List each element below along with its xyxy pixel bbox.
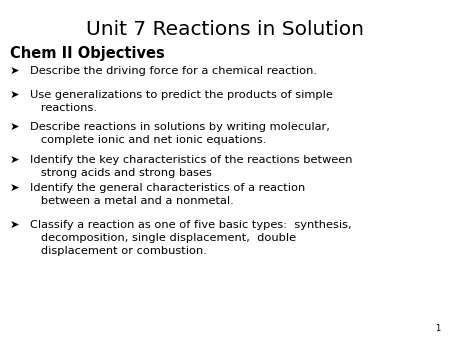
Text: Unit 7 Reactions in Solution: Unit 7 Reactions in Solution [86,20,364,39]
Text: Chem II Objectives: Chem II Objectives [10,46,165,61]
Text: ➤: ➤ [10,66,19,76]
Text: ➤: ➤ [10,90,19,100]
Text: Identify the general characteristics of a reaction
   between a metal and a nonm: Identify the general characteristics of … [30,183,305,206]
Text: Use generalizations to predict the products of simple
   reactions.: Use generalizations to predict the produ… [30,90,333,113]
Text: 1: 1 [435,324,440,333]
Text: Classify a reaction as one of five basic types:  synthesis,
   decomposition, si: Classify a reaction as one of five basic… [30,220,351,256]
Text: ➤: ➤ [10,220,19,230]
Text: ➤: ➤ [10,155,19,165]
Text: ➤: ➤ [10,183,19,193]
Text: Describe reactions in solutions by writing molecular,
   complete ionic and net : Describe reactions in solutions by writi… [30,122,330,145]
Text: Identify the key characteristics of the reactions between
   strong acids and st: Identify the key characteristics of the … [30,155,352,178]
Text: Describe the driving force for a chemical reaction.: Describe the driving force for a chemica… [30,66,317,76]
Text: ➤: ➤ [10,122,19,132]
